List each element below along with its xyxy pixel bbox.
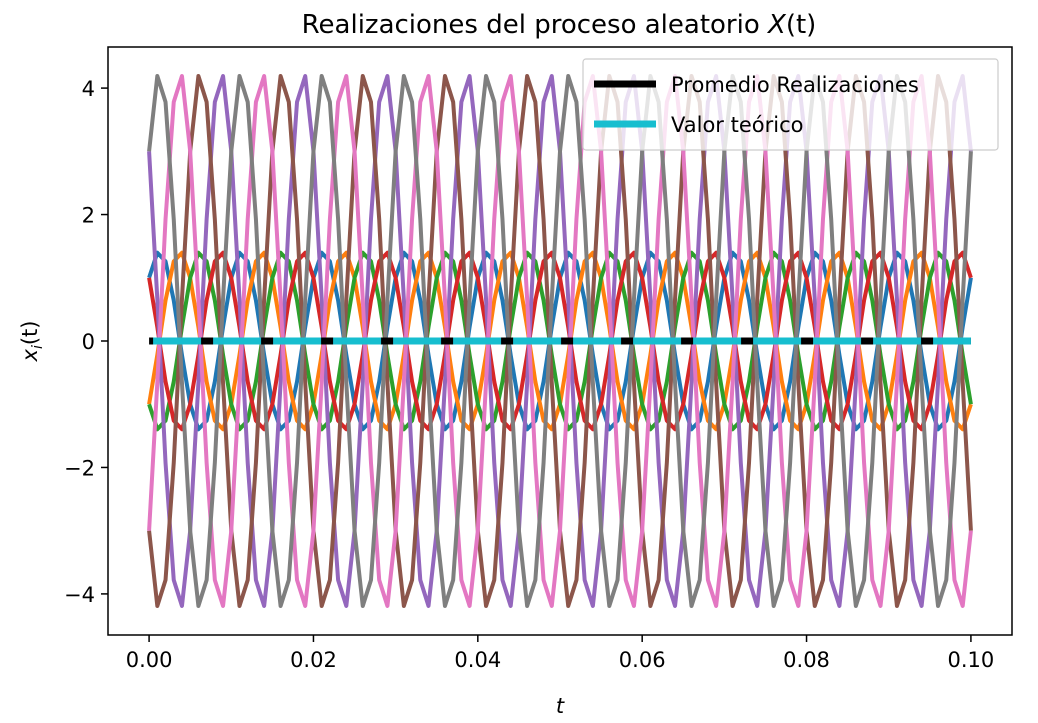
- x-axis: 0.00 0.02 0.04 0.06 0.08 0.10: [126, 635, 995, 672]
- legend-label-teorico: Valor teórico: [671, 113, 803, 137]
- x-tick-label: 0.08: [783, 648, 830, 672]
- legend: Promedio Realizaciones Valor teórico: [582, 58, 999, 151]
- x-tick-label: 0.06: [619, 648, 666, 672]
- x-tick-label: 0.04: [454, 648, 501, 672]
- chart-title: Realizaciones del proceso aleatorio X(t): [302, 10, 817, 40]
- y-tick-label: −2: [64, 456, 95, 480]
- legend-label-promedio: Promedio Realizaciones: [671, 73, 919, 97]
- y-tick-label: 2: [82, 204, 95, 228]
- realization-line-8: [147, 74, 973, 608]
- x-tick-label: 0.10: [948, 648, 995, 672]
- y-tick-label: 4: [82, 77, 95, 101]
- legend-box: [582, 58, 999, 151]
- y-axis-label: xi(t): [18, 321, 46, 363]
- y-tick-label: 0: [82, 330, 95, 354]
- x-tick-label: 0.02: [290, 648, 337, 672]
- y-axis: −4 −2 0 2 4: [64, 77, 108, 607]
- y-tick-label: −4: [64, 583, 95, 607]
- x-axis-label: t: [556, 694, 565, 718]
- x-tick-label: 0.00: [126, 648, 173, 672]
- series-layer: [147, 74, 973, 608]
